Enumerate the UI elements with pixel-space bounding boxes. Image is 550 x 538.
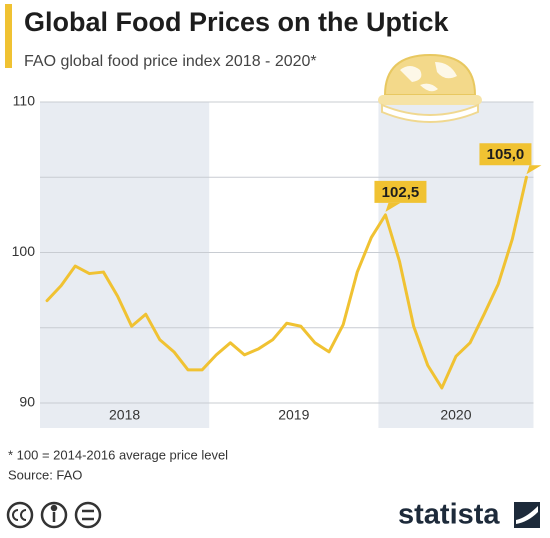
title-accent [5,4,12,68]
annotation-box [374,180,427,203]
plot-area: 2018 2019 2020 90 100 110 102,5 105,0 [12,93,542,428]
license-icons [6,501,102,529]
brand-icon [514,502,540,528]
annotation-label: 102,5 [382,184,420,201]
brand-icon-mark [516,506,538,524]
annotation-pointer [385,202,401,212]
y-tick-label: 90 [19,394,35,410]
period-label-band [40,403,210,428]
x-tick-label: 2019 [278,407,309,423]
x-tick-label: 2018 [109,407,140,423]
annotation-box [479,143,532,166]
y-tick-label: 100 [12,243,36,259]
y-tick-label: 110 [13,93,36,109]
period-label-band [378,403,534,428]
x-tick-label: 2020 [440,407,471,423]
annotation-pointer [526,165,542,175]
footnote: * 100 = 2014-2016 average price level [8,447,228,462]
chart-subtitle: FAO global food price index 2018 - 2020* [24,53,317,70]
brand-logo: statista [398,499,500,531]
chart-title: Global Food Prices on the Uptick [24,7,450,37]
annotation-label: 105,0 [487,146,525,163]
source: Source: FAO [8,467,82,482]
burger-icon [378,53,482,123]
line-series [45,175,528,390]
